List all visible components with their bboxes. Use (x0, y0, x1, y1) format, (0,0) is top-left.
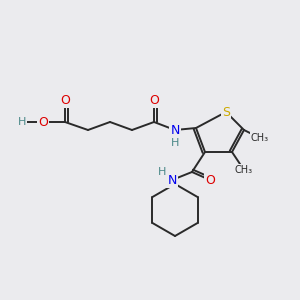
Text: H: H (18, 117, 26, 127)
Text: O: O (205, 173, 215, 187)
Text: CH₃: CH₃ (251, 133, 269, 143)
Text: N: N (167, 173, 177, 187)
Text: H: H (171, 138, 179, 148)
Text: CH₃: CH₃ (235, 165, 253, 175)
Text: O: O (38, 116, 48, 128)
Text: N: N (170, 124, 180, 136)
Text: O: O (60, 94, 70, 106)
Text: H: H (158, 167, 166, 177)
Text: O: O (149, 94, 159, 106)
Text: S: S (222, 106, 230, 118)
